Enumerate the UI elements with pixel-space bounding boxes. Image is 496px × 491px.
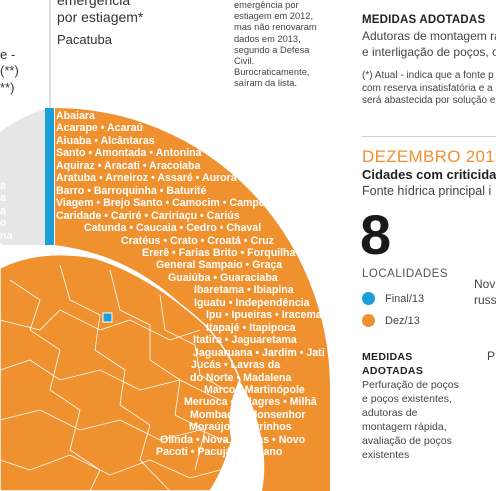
city-line: Guaiúba • Guaraciaba (168, 271, 278, 284)
legend-item-final: Final/13 (362, 292, 424, 305)
medidas2-title-2: ADOTADAS (362, 365, 424, 377)
footnote-line-3: será abastecida por solução e (362, 95, 496, 106)
city-line: Barro • Barroquinha • Baturité (56, 184, 207, 197)
medidas2-body: Perfuração de poços e poços existentes, … (362, 378, 472, 462)
side-note: emergência por estiagem em 2012, mas não… (234, 0, 317, 89)
city-line: Aratuba • Arneiroz • Assaré • Aurora (56, 172, 237, 185)
header-left: emergência por estiagem* (57, 0, 143, 26)
section-title: DEZEMBRO 2013 (362, 147, 496, 166)
municipal-borders (0, 264, 236, 491)
blue-dot-icon (362, 292, 375, 305)
city-line: Iguatu • Independência (194, 296, 310, 309)
nov-fragment-1: Nov (474, 277, 496, 291)
localidades-label: LOCALIDADES (362, 268, 449, 280)
header-line-2: por estiagem* (57, 9, 144, 25)
city-line: Ibaretama • Ibiapina (194, 284, 294, 297)
city-line: Itatira • Jaguaretama (193, 334, 297, 347)
medidas2-title: MEDIDAS ADOTADAS (362, 350, 423, 378)
city-line: Mombaça • Monsenhor (190, 408, 306, 421)
city-line: Aiuaba • Alcântaras (56, 134, 155, 147)
section-subtitle: Cidades com criticidad (362, 167, 496, 182)
left-fragment-1: e - (0, 47, 16, 62)
blue-sector (45, 108, 54, 245)
medidas-title: MEDIDAS ADOTADAS (362, 14, 486, 26)
city-line: Marco • Martinópole (204, 383, 305, 396)
city-line: Jaguaruana • Jardim • Jati (193, 346, 325, 359)
city-line: Caridade • Cariré • Caririaçu • Cariús (56, 209, 240, 222)
gray-sector (0, 108, 50, 245)
city-line: Catunda • Caucaia • Cedro • Chaval (84, 222, 262, 235)
localidades-count: 8 (360, 203, 392, 266)
city-line: Viagem • Brejo Santo • Camocim • Campos (56, 197, 272, 210)
left-city-fragment: a (0, 192, 6, 205)
city-line: Itapajé • Itapipoca (206, 321, 296, 334)
highlighted-locality (102, 312, 113, 323)
medidas2-line: e poços existentes, (362, 393, 452, 405)
city-line: General Sampaio • Graça (156, 259, 283, 272)
p-fragment: P (487, 349, 496, 363)
city-line: Ererê • Farias Brito • Forquilha (142, 246, 296, 259)
city-line: Meruoca • Milagres • Milhã (184, 396, 317, 409)
left-fragment-3: **) (0, 80, 15, 95)
footnote-line-2: com reserva insatisfatória e a (362, 82, 493, 94)
left-city-fragment: na (0, 229, 13, 242)
header-line-1: emergência (57, 0, 131, 8)
legend-label: Final/13 (385, 292, 425, 305)
city-line: Abaiara (56, 110, 95, 122)
city-line: Aquiraz • Aracati • Aracoiaba (56, 159, 201, 172)
legend-item-dez: Dez/13 (362, 314, 420, 327)
footnote-line-1: (*) Atual - indica que a fonte p (362, 70, 494, 81)
nov-fragment-2: russ (474, 293, 496, 307)
medidas2-line: existentes (362, 449, 410, 461)
medidas2-line: adutoras de (362, 407, 418, 419)
city-line: Acarape • Acaraú (56, 122, 143, 135)
left-city-fragments: a a a o na ho (0, 180, 13, 255)
left-city-fragment: ho (0, 242, 13, 255)
city-pacatuba: Pacatuba (57, 32, 112, 47)
city-line: Ipu • Ipueiras • Iracema (206, 309, 322, 322)
left-city-fragment: a (0, 204, 6, 217)
section-fonte: Fonte hídrica principal i (362, 184, 492, 198)
legend-label: Dez/13 (385, 314, 420, 327)
city-line: do Norte • Madalena (190, 371, 292, 384)
city-line: Moraújo • Morrinhos (189, 421, 292, 434)
city-line: Pacoti • Pacujá • Palhano (156, 446, 283, 459)
medidas2-line: Perfuração de poços (362, 379, 459, 391)
medidas2-line: montagem rápida, (362, 421, 447, 433)
medidas2-line: avaliação de poços (362, 435, 452, 447)
city-list: Abaiara Acarape • Acaraú Aiuaba • Alcântar… (56, 110, 330, 459)
orange-dot-icon (362, 314, 375, 327)
state-map (0, 253, 241, 491)
left-city-fragment: a (0, 180, 6, 192)
city-line: Santo • Amontada • Antonina (56, 147, 202, 160)
nov-fragment: Nov russ (474, 276, 496, 308)
city-line: Olinda • Nova Russas • Novo (160, 433, 306, 446)
city-line: Jucás • Lavras da (191, 359, 281, 372)
footnote: (*) Atual - indica que a fonte p com res… (362, 70, 495, 108)
city-line: Cratéus • Crato • Croatá • Cruz (121, 234, 274, 247)
medidas-line-2: e interligação de poços, op (362, 45, 496, 59)
left-city-fragment: o (0, 217, 7, 230)
left-fragment-2: (**) (0, 63, 19, 78)
section-divider (362, 136, 496, 137)
medidas-line-1: Adutoras de montagem rá (362, 29, 496, 43)
medidas-body: Adutoras de montagem rá e interligação d… (362, 28, 496, 60)
medidas2-title-1: MEDIDAS (362, 351, 413, 363)
